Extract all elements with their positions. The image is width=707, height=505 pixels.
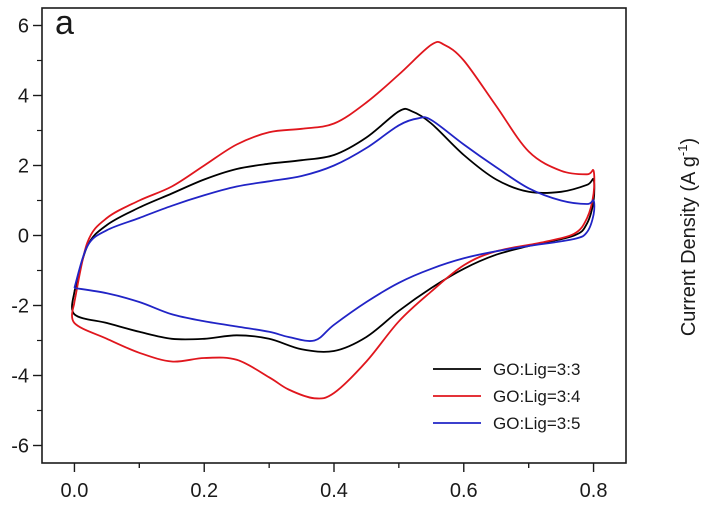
y-tick-label: 4 [18, 86, 29, 108]
series-lines [71, 40, 596, 400]
legend-label-2: GO:Lig=3:4 [493, 387, 580, 406]
x-tick-label: 0.8 [580, 480, 608, 502]
x-tick-label: 0.0 [61, 480, 89, 502]
legend-label-3: GO:Lig=3:5 [493, 414, 580, 433]
plot-area-frame [41, 7, 627, 464]
y-tick-label: 6 [18, 16, 29, 38]
y-tick-label: -6 [11, 436, 29, 458]
axis-tick-labels: 0.0 0.2 0.4 0.6 0.8 -6 -4 -2 0 2 4 6 [11, 16, 607, 503]
y-tick-label: -2 [11, 296, 29, 318]
legend: GO:Lig=3:3 GO:Lig=3:4 GO:Lig=3:5 [433, 360, 580, 433]
series-line-3 [73, 116, 596, 342]
y-tick-label: -4 [11, 366, 29, 388]
y-tick-label: 2 [18, 156, 29, 178]
x-tick-label: 0.2 [190, 480, 218, 502]
x-tick-label: 0.6 [450, 480, 478, 502]
y-axis-label-superscript: -1 [675, 145, 690, 157]
y-tick-label: 0 [18, 226, 29, 248]
y-axis-label-main: Current Density (A g [678, 156, 700, 336]
panel-label: a [55, 4, 74, 42]
x-tick-label: 0.4 [320, 480, 348, 502]
y-axis-label: Current Density (A g-1) [675, 138, 700, 336]
series-line-1 [71, 107, 596, 353]
series-line-2 [71, 40, 596, 400]
y-axis-label-suffix: ) [678, 138, 700, 145]
axis-ticks [33, 24, 595, 472]
legend-label-1: GO:Lig=3:3 [493, 360, 580, 379]
